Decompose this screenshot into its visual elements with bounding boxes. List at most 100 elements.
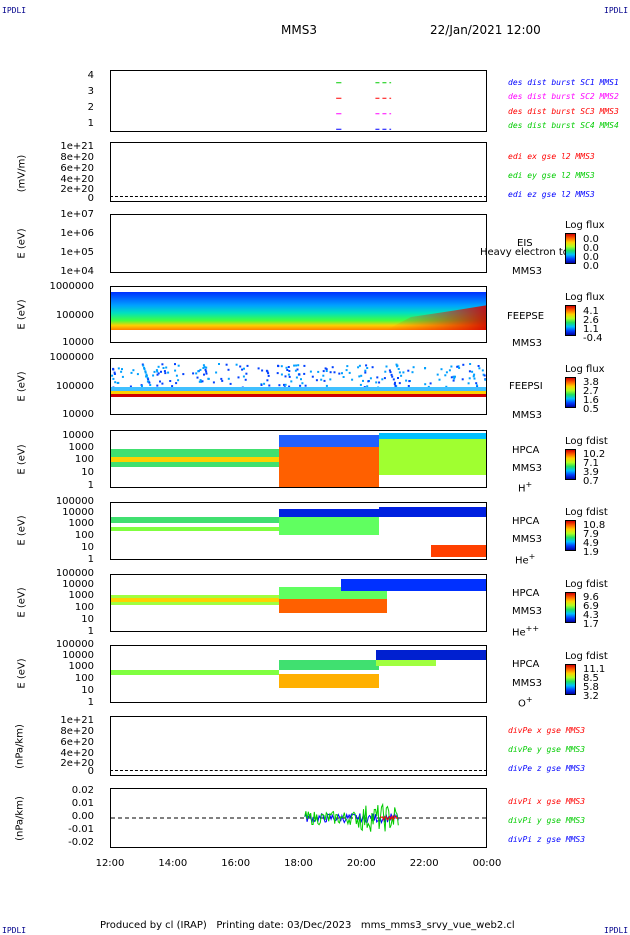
hpca-hepp-spectrogram [111, 579, 486, 613]
hpca-h-cbar-tick-3: 3.9 [583, 467, 599, 478]
feepsi-noise-dot [475, 382, 478, 385]
feepsi-noise-dot [320, 378, 323, 381]
feepsi-noise-dot [245, 372, 248, 375]
date-title: 22/Jan/2021 12:00 [430, 23, 541, 37]
feepsi-noise-dot [227, 368, 230, 371]
feepsi-noise-dot [164, 372, 167, 375]
time-tick-1600: 16:00 [221, 858, 251, 869]
hpca-o-cbar-tick-2: 8.5 [583, 673, 599, 684]
feepsi-band-lower [111, 394, 486, 397]
feepsi-noise-dot [402, 371, 405, 374]
feepsi-noise-dot [144, 371, 147, 374]
divpe-ytick-8e20: 8e+20 [60, 726, 94, 737]
hpca-he-mid-top [279, 509, 379, 517]
divpi-legend-y: divPi y gse MMS3 [508, 816, 586, 825]
hpca-hepp-species: He++ [512, 624, 539, 638]
feepsi-cbar-tick-2: 2.7 [583, 386, 599, 397]
feepsi-noise-dot [329, 378, 332, 381]
feepsi-noise-dot [453, 377, 456, 380]
feepsi-cbar-tick-1: 3.8 [583, 377, 599, 388]
feepsi-noise-dot [205, 366, 208, 369]
feepsi-noise-dot [351, 378, 354, 381]
hpca-o-colorbar [565, 664, 576, 695]
hpca-hepp-panel [110, 574, 487, 632]
hpca-he-late-low [431, 545, 486, 557]
feepsi-noise-dot [147, 378, 150, 381]
feepsi-noise-dot [407, 369, 410, 372]
hpca-h-early-core [111, 457, 279, 462]
feepsi-noise-dot [288, 375, 291, 378]
feepsi-noise-dot [481, 369, 484, 372]
feepsi-noise-dot [436, 373, 439, 376]
hpca-h-colorbar [565, 449, 576, 480]
feepsi-noise-dot [167, 371, 170, 374]
eis-overlay: Heavy electron to [480, 247, 569, 258]
feepsi-ytick-1e6: 1000000 [49, 352, 94, 363]
corner-tag-top-left: IPDLI [2, 6, 27, 15]
feepsi-spacecraft: MMS3 [512, 410, 542, 421]
hpca-he-early-lower [111, 527, 279, 531]
feepsi-noise-dot [324, 367, 327, 370]
hpca-o-mid-band [279, 660, 379, 670]
edi-legend-ey: edi ey gse l2 MMS3 [508, 171, 595, 180]
feepsi-noise-dot [200, 380, 203, 383]
edi-ytick-2e20: 2e+20 [60, 184, 94, 195]
hpca-h-hot-region [279, 445, 379, 487]
feepsi-noise-dot [121, 375, 124, 378]
hpca-he-cbar-tick-4: 1.9 [583, 547, 599, 558]
hpca-hepp-ytick-1: 1 [87, 626, 94, 637]
feepsi-noise-dot [204, 368, 207, 371]
divpe-ytick-6e20: 6e+20 [60, 737, 94, 748]
hpca-he-ytick-100: 100 [74, 530, 94, 541]
feepsi-noise-dot [452, 379, 455, 382]
hpca-h-ytick-10: 10 [81, 467, 94, 478]
feepse-colorbar [565, 305, 576, 336]
feepsi-noise-dot [113, 373, 116, 375]
hpca-hepp-cbar-title: Log fdist [565, 579, 608, 590]
feepsi-noise-dot [263, 382, 266, 385]
feepsi-noise-dot [201, 380, 204, 383]
hpca-h-panel [110, 430, 487, 488]
feepsi-noise-dot [239, 365, 242, 368]
edi-ytick-0: 0 [87, 193, 94, 204]
feepse-instrument: FEEPSE [507, 311, 545, 322]
mission-title: MMS3 [281, 23, 317, 37]
feepsi-noise-dot [397, 377, 399, 379]
feepsi-noise-dot [438, 378, 441, 381]
hpca-o-early-band [111, 670, 279, 675]
feepsi-noise-dot [121, 368, 123, 371]
feepsi-noise-dot [367, 380, 370, 383]
hpca-he-cbar-tick-1: 10.8 [583, 520, 606, 531]
feepsi-noise-dot [471, 370, 474, 373]
hpca-h-late-top [379, 433, 486, 439]
edi-zero-line [110, 196, 487, 197]
hpca-o-spectrogram [111, 650, 486, 688]
feepsi-noise-dot [205, 372, 208, 375]
feepsi-noise-dot [257, 367, 260, 370]
burst-ytick-1: 1 [87, 118, 94, 129]
hpca-o-ytick-10000: 10000 [62, 650, 94, 661]
feepsi-colorbar [565, 377, 576, 408]
feepsi-noise-dot [393, 383, 396, 385]
hpca-o-ytick-100000: 100000 [55, 639, 94, 650]
feepsi-noise-dot [284, 375, 287, 378]
feepse-cbar-tick-1: 4.1 [583, 306, 599, 317]
feepsi-noise-dot [456, 365, 459, 368]
feepsi-noise-dot [290, 380, 293, 383]
feepsi-noise-dot [174, 363, 176, 366]
hpca-he-ytick-10000: 10000 [62, 507, 94, 518]
feepsi-noise-dot [450, 365, 453, 368]
feepsi-noise-dot [467, 382, 470, 385]
feepsi-noise-dot [429, 382, 432, 385]
eis-spacecraft: MMS3 [512, 266, 542, 277]
hpca-o-ytick-10: 10 [81, 685, 94, 696]
feepsi-noise-dot [394, 384, 397, 387]
feepsi-noise-dot [411, 371, 414, 374]
feepsi-noise-dot [458, 367, 461, 369]
hpca-he-cbar-tick-2: 7.9 [583, 529, 599, 540]
feepsi-noise-dot [369, 377, 372, 380]
feepsi-noise-dot [136, 373, 139, 376]
hpca-o-cbar-tick-3: 5.8 [583, 682, 599, 693]
feepsi-band-upper [111, 387, 486, 393]
eis-cbar-tick-1: 0.0 [583, 234, 599, 245]
